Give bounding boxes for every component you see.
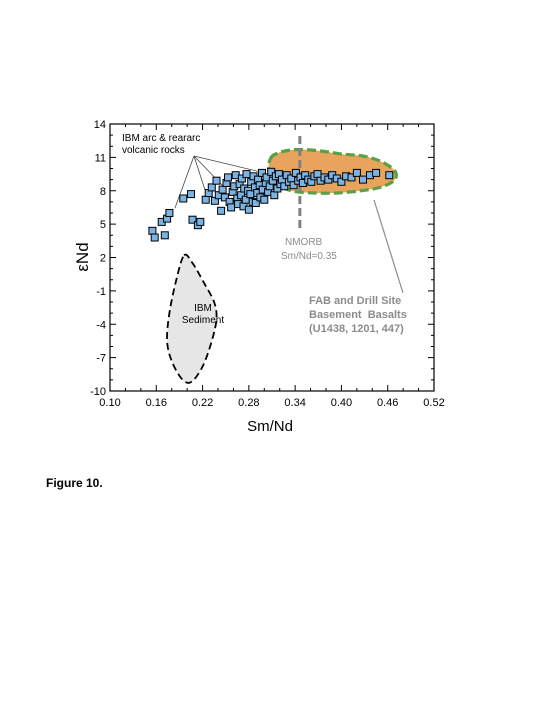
y-axis-title: εNd [73,242,92,271]
y-tick-label: 11 [95,152,106,164]
sediment-label-line1: IBM [194,303,212,314]
data-point-4 [160,231,169,240]
data-point-8 [187,190,195,199]
ibm-arc-leader-2 [193,155,206,191]
fab-leader [373,199,404,294]
x-tick-label: 0.16 [146,397,167,409]
data-point-58 [270,191,279,200]
fab-label-line3: (U1438, 1201, 447) [309,323,404,335]
y-tick-label: 5 [100,219,106,231]
data-point-85 [347,173,356,182]
data-point-14 [207,183,216,192]
ibm-arc-leader-1 [174,155,195,209]
data-point-64 [280,182,289,191]
data-point-39 [246,190,255,199]
data-point-19 [218,185,227,194]
data-point-22 [224,173,232,182]
data-point-9 [188,215,197,224]
data-point-86 [352,168,361,177]
y-tick-label: 8 [100,186,106,198]
x-tick-label: 0.22 [192,397,213,409]
y-tick-label: -7 [96,353,106,365]
data-point-2 [150,233,159,242]
x-tick-label: 0.34 [284,397,305,409]
ibm-arc-leader-4 [193,155,266,174]
data-point-6 [165,209,174,217]
y-tick-label: 2 [100,253,106,265]
data-point-18 [217,206,226,215]
sediment-label-line2: Sediment [182,315,224,326]
data-point-44 [251,199,260,207]
data-point-20 [220,193,229,202]
data-point-38 [244,205,253,214]
data-point-11 [196,217,205,226]
ibm-sediment-field [166,253,218,384]
fab-label-line1: FAB and Drill Site [309,295,401,307]
data-point-36 [242,170,251,179]
data-point-16 [212,176,221,185]
data-point-32 [237,174,246,183]
data-point-12 [201,195,210,204]
data-point-7 [179,194,188,203]
x-axis-title: Sm/Nd [247,418,293,435]
data-point-87 [359,175,367,184]
y-tick-label: 14 [94,119,106,131]
nmorb-label-line2: Sm/Nd=0.35 [281,251,337,262]
ibm-arc-label-line2: volcanic rocks [122,145,185,156]
data-point-77 [313,170,322,179]
data-point-56 [267,167,276,176]
x-tick-label: 0.40 [331,397,352,409]
y-tick-label: -1 [96,286,106,298]
x-tick-label: 0.28 [238,397,259,409]
data-point-51 [260,195,269,204]
data-point-49 [258,168,266,177]
ibm-arc-label-line1: IBM arc & reararc [122,133,200,144]
x-tick-label: 0.46 [377,397,398,409]
x-tick-label: 0.10 [99,397,120,409]
data-point-89 [372,168,381,177]
data-point-1 [148,226,157,235]
data-point-24 [227,203,236,212]
data-points [148,167,394,242]
data-point-68 [289,181,298,190]
data-point-83 [337,177,346,186]
y-tick-label: -10 [90,386,106,398]
data-point-90 [385,171,394,180]
fab-label-line2: Basement Basalts [309,309,407,321]
figure-caption: Figure 10. [46,476,103,490]
axes: 0.10 0.16 0.22 0.28 0.34 0.40 0.46 0.52 -10 -7 -4 -… [90,119,445,409]
y-tick-label: -4 [96,319,106,331]
x-tick-label: 0.52 [423,397,444,409]
data-point-69 [291,168,300,177]
nmorb-label-line1: NMORB [285,237,323,248]
